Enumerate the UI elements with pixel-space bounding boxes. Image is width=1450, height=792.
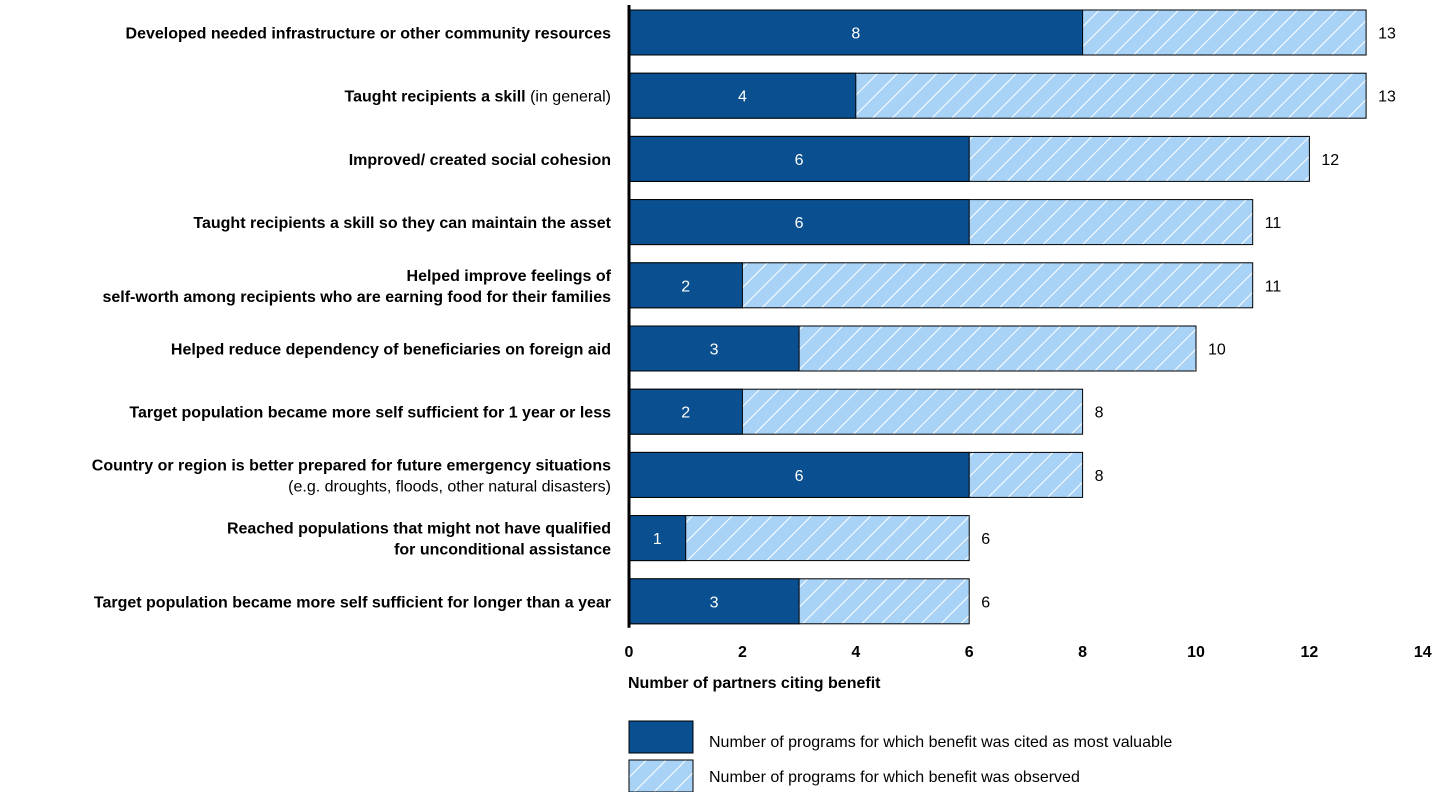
data-label-observed: 13: [1378, 26, 1396, 43]
data-label-observed: 6: [981, 531, 990, 548]
bar-most-valuable: [628, 388, 743, 435]
data-label-most-valuable: 4: [738, 89, 747, 106]
category-label: Country or region is better prepared for…: [92, 457, 611, 474]
bar-most-valuable: [628, 578, 800, 625]
category-label: Helped reduce dependency of beneficiarie…: [171, 342, 611, 359]
x-tick-label: 8: [1078, 644, 1087, 661]
data-label-most-valuable: 3: [710, 342, 719, 359]
category-label: Taught recipients a skill so they can ma…: [193, 215, 611, 232]
bar-most-valuable: [628, 325, 800, 372]
category-label: (e.g. droughts, floods, other natural di…: [288, 478, 611, 495]
bar-most-valuable: [628, 262, 743, 309]
data-label-observed: 11: [1265, 215, 1282, 232]
data-label-most-valuable: 6: [795, 152, 804, 169]
category-labels: Developed needed infrastructure or other…: [92, 26, 612, 612]
category-label: Developed needed infrastructure or other…: [126, 26, 612, 43]
x-tick-label: 4: [851, 644, 860, 661]
legend-label-observed: Number of programs for which benefit was…: [709, 769, 1080, 786]
data-label-observed: 8: [1095, 468, 1104, 485]
category-label: Helped improve feelings of: [407, 268, 612, 285]
category-label: self-worth among recipients who are earn…: [102, 289, 611, 306]
category-label: for unconditional assistance: [394, 542, 611, 559]
legend: Number of programs for which benefit was…: [628, 720, 1172, 792]
data-label-observed: 6: [981, 594, 990, 611]
x-tick-label: 6: [965, 644, 974, 661]
legend-swatch-most-valuable: [628, 720, 694, 754]
legend-swatch-observed: [628, 759, 694, 792]
category-label: Target population became more self suffi…: [94, 594, 611, 611]
x-axis-ticks: 0 2 4 6 8 10 12 14: [625, 644, 1432, 661]
x-tick-label: 2: [738, 644, 747, 661]
category-label: Target population became more self suffi…: [129, 405, 611, 422]
data-label-most-valuable: 1: [653, 531, 662, 548]
data-label-most-valuable: 8: [851, 26, 860, 43]
data-label-most-valuable: 2: [681, 405, 690, 422]
bars-layer: 8 13 4 13 6 12 6 11 2 11 3 10 2 8 6 8 1 6 3 6: [628, 9, 1396, 625]
x-tick-label: 12: [1301, 644, 1319, 661]
category-label: Reached populations that might not have …: [227, 521, 611, 538]
x-tick-label: 0: [625, 644, 634, 661]
data-label-observed: 10: [1208, 342, 1226, 359]
data-label-most-valuable: 6: [795, 468, 804, 485]
x-tick-label: 14: [1414, 644, 1432, 661]
data-label-most-valuable: 3: [710, 594, 719, 611]
data-label-observed: 13: [1378, 89, 1396, 106]
bar-most-valuable: [628, 72, 857, 119]
data-label-most-valuable: 2: [681, 278, 690, 295]
x-tick-label: 10: [1187, 644, 1205, 661]
data-label-most-valuable: 6: [795, 215, 804, 232]
category-label: Improved/ created social cohesion: [349, 152, 611, 169]
data-label-observed: 8: [1095, 405, 1104, 422]
data-label-observed: 12: [1321, 152, 1339, 169]
data-label-observed: 11: [1265, 278, 1282, 295]
category-label: Taught recipients a skill (in general): [345, 89, 611, 106]
x-axis-title: Number of partners citing benefit: [628, 675, 881, 692]
legend-label-most-valuable: Number of programs for which benefit was…: [709, 734, 1172, 751]
bar-most-valuable: [628, 9, 1084, 56]
bar-most-valuable: [628, 135, 970, 182]
